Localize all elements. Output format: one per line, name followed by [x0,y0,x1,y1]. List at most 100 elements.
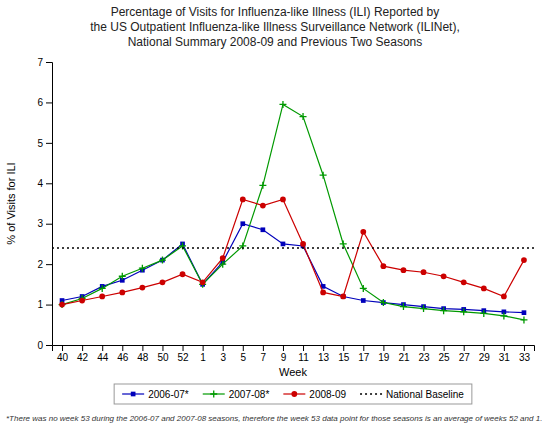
title-line: the US Outpatient Influenza-like Illness… [90,20,460,34]
legend-marker [131,392,136,397]
x-tick-mark [403,345,404,351]
x-axis-title: Week [279,366,307,378]
y-axis-title: % of Visits for ILI [5,162,17,244]
x-tick-label: 7 [261,352,267,363]
point [380,299,387,306]
x-tick: 48 [137,345,149,363]
legend-marker-shape [291,391,297,397]
x-tick-mark [464,345,465,351]
legend-marker-shape [131,392,136,397]
point-shape [441,273,447,279]
point [300,241,306,247]
y-tick-label: 1 [37,299,43,310]
point [119,290,125,296]
point [59,301,66,308]
point [139,265,146,272]
point-shape [520,316,527,323]
point-shape [99,285,106,292]
x-tick-label: 44 [97,352,109,363]
point [159,257,166,264]
point-shape [461,279,467,285]
y-tick-mark [46,345,52,346]
legend-marker [291,391,297,397]
x-tick-mark [524,345,525,351]
point [380,263,386,269]
baseline [52,247,534,249]
y-tick-label: 6 [37,97,43,108]
x-tick-mark [363,345,364,351]
point-shape [500,312,507,319]
series-line [62,224,524,313]
y-axis-line [46,63,53,346]
x-tick: 50 [157,345,169,363]
point [520,316,527,323]
y-tick-label: 7 [37,57,43,68]
x-tick-label: 50 [157,352,169,363]
point-shape [380,299,387,306]
point [180,271,186,277]
point-shape [421,269,427,275]
point-shape [300,113,307,120]
x-tick-mark [444,345,445,351]
point-shape [79,298,85,304]
y-tick-mark [46,183,52,184]
y-tick-label: 0 [37,340,43,351]
legend-item: National Baseline [360,389,464,400]
point-shape [400,303,407,310]
y-tick: 1 [37,299,52,310]
point-shape [139,265,146,272]
legend-frame [114,384,472,404]
y-tick-mark [46,62,52,63]
y-tick-label: 5 [37,138,43,149]
point [440,307,447,314]
point [160,279,166,285]
point-shape [501,294,507,300]
x-tick-mark [283,345,284,351]
x-tick-mark [183,345,184,351]
x-tick: 19 [378,345,390,363]
x-tick-label: 40 [57,352,69,363]
point [59,302,65,308]
x-tick-mark [424,345,425,351]
y-tick: 3 [37,218,52,229]
series [59,101,528,323]
x-tick: 3 [220,345,226,363]
point-shape [420,305,427,312]
point [360,229,366,235]
footnote-line: *There was no week 53 during the 2006-07… [6,414,542,423]
x-tick: 11 [298,345,309,363]
x-tick-label: 15 [338,352,350,363]
point-shape [340,240,347,247]
x-tick: 21 [398,345,410,363]
point [281,242,286,247]
point-shape [240,221,245,226]
series-line [62,104,524,319]
x-tick: 52 [177,345,189,363]
point-shape [180,271,186,277]
y-tick-mark [46,143,52,144]
y-axis: 01234567 [37,57,52,351]
point-shape [341,294,346,299]
y-tick-label: 4 [37,178,43,189]
point-shape [59,302,65,308]
x-tick-label: 48 [137,352,149,363]
y-tick-label: 3 [37,218,43,229]
x-tick-mark [142,345,143,351]
point [340,240,347,247]
x-tick: 46 [117,345,129,363]
point [79,298,85,304]
point-shape [280,197,286,203]
legend-swatch [360,393,382,395]
point [260,203,266,209]
point-shape [119,290,125,296]
legend-item: 2007-08* [203,389,270,400]
point-shape [300,241,306,247]
y-tick-mark [46,224,52,225]
point-shape [279,101,286,108]
x-tick-label: 25 [439,352,451,363]
point-shape [320,290,326,296]
point [259,182,266,189]
point [401,267,407,273]
point-shape [259,182,266,189]
point [522,310,527,315]
